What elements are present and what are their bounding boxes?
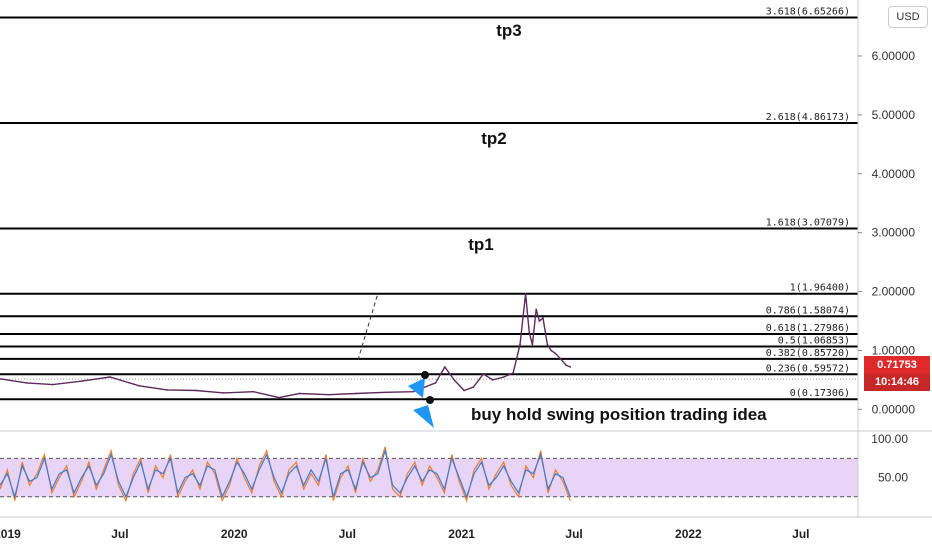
fib-label: 1.618(3.07079) (766, 218, 850, 229)
price-point (434, 382, 437, 384)
price-point (538, 320, 541, 322)
currency-button[interactable]: USD (888, 6, 928, 28)
price-point (542, 317, 544, 319)
fib-label: 2.618(4.86173) (766, 112, 850, 123)
price-series (0, 293, 572, 399)
x-tick-label: 2019 (0, 527, 21, 541)
price-point (491, 379, 494, 381)
x-tick-label: 2021 (448, 527, 475, 541)
price-point (25, 382, 28, 384)
price-point (412, 390, 414, 393)
y-tick-label: 1.00000 (872, 343, 916, 357)
price-point (52, 383, 54, 386)
price-point (298, 392, 301, 395)
price-point (560, 358, 562, 361)
x-tick-label: Jul (339, 527, 356, 541)
y-tick-label: 4.00000 (872, 167, 916, 181)
fibonacci-extension-levels: 3.618(6.65266) 2.618(4.86173) 1.618(3.0707… (0, 7, 858, 401)
price-point (195, 389, 198, 392)
fib-label: 0.236(0.59572) (766, 363, 850, 374)
trend-line (357, 292, 379, 361)
price-point (550, 349, 552, 352)
y-tick-label: 6.00000 (872, 49, 916, 63)
price-point (531, 343, 534, 346)
price-point (472, 386, 475, 388)
fib-label: 0.618(1.27986) (766, 323, 850, 334)
price-point (355, 392, 357, 395)
rsi-tick-label: 50.00 (878, 471, 908, 485)
price-point (252, 390, 255, 393)
price-axis: 6.00000 5.00000 4.00000 3.00000 2.00000 1.000… (0, 0, 932, 518)
x-tick-label: 2020 (221, 527, 248, 541)
rsi-band (0, 458, 858, 497)
y-tick-label: 0.00000 (872, 402, 916, 416)
price-point (327, 393, 330, 396)
price-point (81, 380, 83, 382)
tp2-label: tp2 (481, 129, 507, 148)
price-point (569, 366, 572, 368)
countdown-tag: 10:14:46 (864, 374, 930, 391)
price-point (453, 379, 455, 381)
price-point (524, 293, 527, 295)
fib-label: 0.5(1.06853) (778, 335, 850, 346)
price-point (385, 391, 387, 394)
rsi-tick-label: 100.00 (871, 432, 908, 446)
oscillator-pane (0, 446, 858, 503)
y-tick-label: 2.00000 (872, 285, 916, 299)
price-point (535, 308, 537, 311)
x-tick-label: Jul (792, 527, 809, 541)
price-point (565, 364, 567, 367)
price-point (109, 376, 111, 378)
price-point (138, 385, 140, 387)
price-point (512, 372, 514, 374)
price-point (278, 396, 280, 399)
fib-label: 0(0.17306) (790, 388, 850, 399)
y-tick-label: 3.00000 (872, 226, 916, 240)
x-tick-label: Jul (565, 527, 582, 541)
price-point (554, 352, 557, 355)
buy-arrow-icon (408, 371, 434, 428)
rsi-line (0, 448, 571, 500)
tp3-label: tp3 (496, 21, 522, 40)
fib-label: 0.382(0.85720) (766, 348, 850, 359)
price-point (463, 389, 465, 392)
fib-label: 0.786(1.58074) (766, 305, 850, 316)
time-axis: 2019 Jul 2020 Jul 2021 Jul 2022 Jul (0, 527, 810, 541)
price-point (546, 343, 549, 346)
fib-label: 1(1.96400) (790, 283, 850, 294)
price-point (503, 376, 505, 378)
fib-label: 3.618(6.65266) (766, 7, 850, 18)
price-point (444, 366, 446, 368)
price-point (519, 343, 521, 346)
trading-idea-note: buy hold swing position trading idea (471, 405, 767, 424)
y-tick-label: 5.00000 (872, 108, 916, 122)
price-point (166, 389, 168, 391)
price-point (482, 373, 485, 375)
x-tick-label: Jul (111, 527, 128, 541)
price-point (222, 392, 225, 394)
tp1-label: tp1 (468, 235, 494, 254)
current-price-tag: 0.71753 (864, 356, 930, 374)
price-point (528, 332, 531, 334)
price-point (0, 377, 1, 380)
x-tick-label: 2022 (675, 527, 702, 541)
